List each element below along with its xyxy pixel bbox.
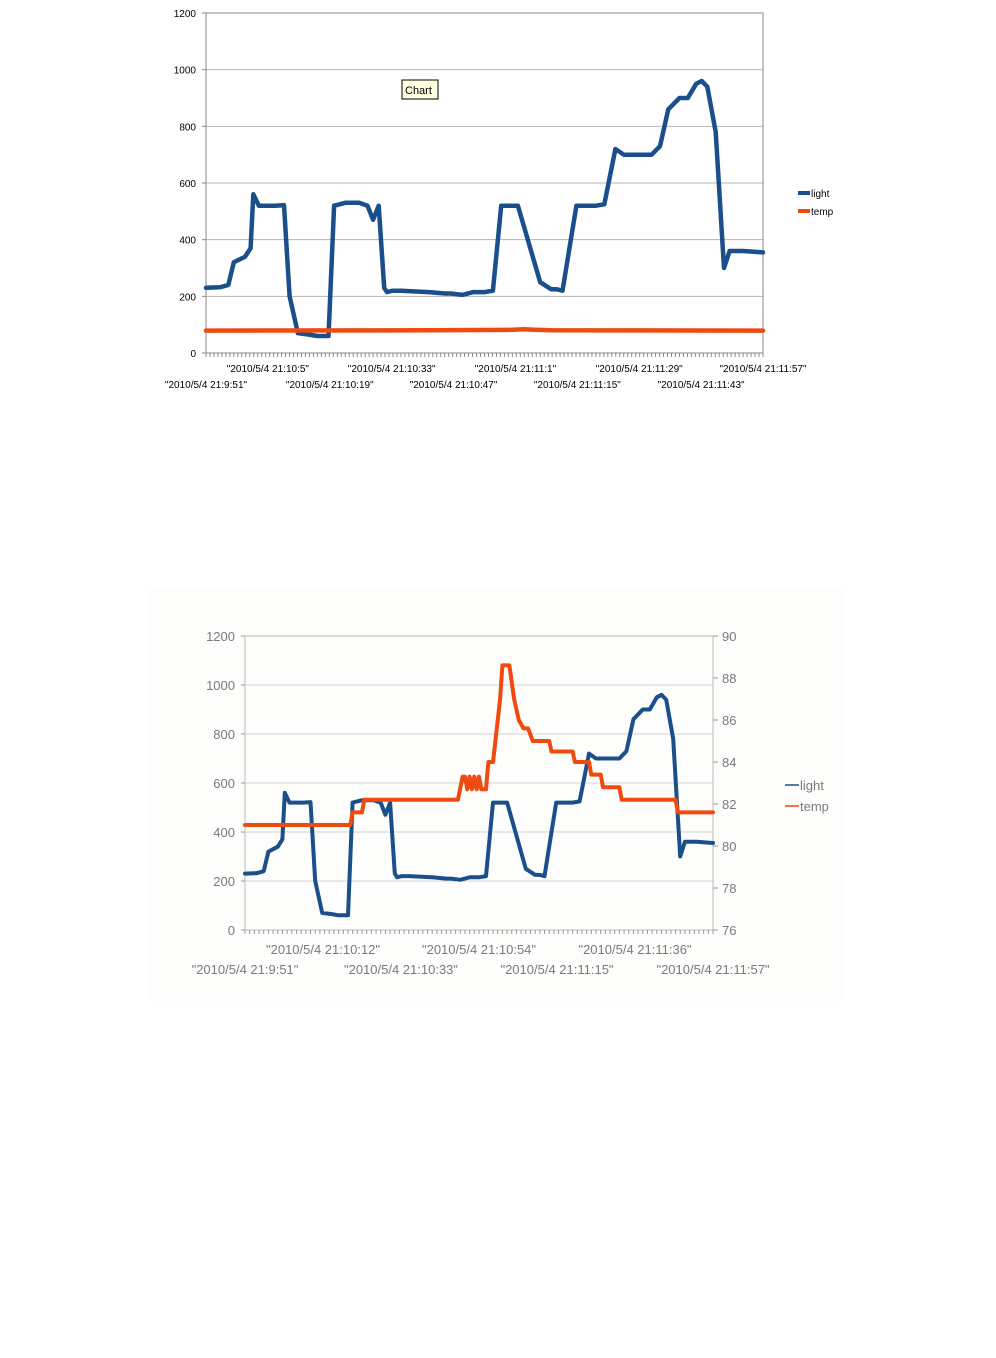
- light-temp-chart-single-axis: 0 200 400 600 800 1000 1200 "2010/5/4 21:9:51"…: [165, 9, 834, 391]
- chart2-y-left-tick-labels: 0 200 400 600 800 1000 1200: [206, 629, 235, 938]
- c1-y-tick-label: 200: [179, 292, 196, 303]
- c2-y-tick-label: 600: [213, 776, 235, 791]
- chart2-y-right-tick-labels: 76 78 80 82 84 86 88 90: [713, 629, 736, 938]
- chart1-legend-label-temp: temp: [811, 207, 834, 218]
- c1-x-tick-label: "2010/5/4 21:9:51": [165, 380, 248, 391]
- c1-x-tick-label: "2010/5/4 21:10:47": [410, 380, 498, 391]
- c2-series-light-line: [243, 692, 715, 918]
- c1-x-tick-label: "2010/5/4 21:11:15": [534, 380, 621, 391]
- c1-series-temp-line: [203, 326, 766, 333]
- chart1-legend-item-temp: temp: [798, 207, 834, 218]
- c1-y-tick-label: 400: [179, 236, 196, 247]
- c1-y-tick-label: 1200: [174, 9, 197, 20]
- c2-x-tick-label: "2010/5/4 21:11:57": [656, 962, 769, 977]
- chart1-y-tick-labels: 0 200 400 600 800 1000 1200: [174, 9, 197, 360]
- chart1-x-minor-ticks: [205, 353, 764, 357]
- c1-y-tick-label: 1000: [174, 66, 197, 77]
- c1-y-tick-label: 0: [190, 349, 196, 360]
- c1-series-light-line: [203, 78, 766, 339]
- c1-x-tick-label: "2010/5/4 21:11:1": [475, 364, 557, 375]
- chart-tooltip: Chart: [401, 79, 439, 100]
- c2-y2-tick-label: 84: [722, 755, 736, 770]
- c2-y-tick-label: 1000: [206, 678, 235, 693]
- c2-y-tick-label: 800: [213, 727, 235, 742]
- c1-y-tick-label: 600: [179, 179, 196, 190]
- c2-x-tick-label: "2010/5/4 21:9:51": [192, 962, 299, 977]
- c2-y2-tick-label: 88: [722, 671, 736, 686]
- c2-y2-tick-label: 86: [722, 713, 736, 728]
- chart1-legend-label-light: light: [811, 189, 830, 200]
- chart2-series-lines: [243, 663, 715, 918]
- c2-x-tick-label: "2010/5/4 21:11:36": [578, 942, 691, 957]
- c2-series-temp-line: [243, 663, 715, 827]
- chart2-legend-label-temp: temp: [800, 799, 829, 814]
- chart1-series-lines: [203, 78, 766, 339]
- c2-x-tick-label: "2010/5/4 21:10:33": [344, 962, 458, 977]
- c2-y-tick-label: 1200: [206, 629, 235, 644]
- c1-x-tick-label: "2010/5/4 21:10:5": [227, 364, 310, 375]
- c2-y-tick-label: 400: [213, 825, 235, 840]
- c2-y2-tick-label: 78: [722, 881, 736, 896]
- c2-y-tick-label: 0: [228, 923, 235, 938]
- chart1-legend: light temp: [798, 189, 834, 218]
- chart1-x-tick-labels: "2010/5/4 21:9:51" "2010/5/4 21:10:5" "201…: [165, 364, 807, 391]
- tooltip-text: Chart: [405, 85, 432, 97]
- chart2-background: [148, 588, 846, 1002]
- chart1-gridlines: [202, 12, 763, 354]
- c2-y2-tick-label: 90: [722, 629, 736, 644]
- c2-y-tick-label: 200: [213, 874, 235, 889]
- chart2-legend-item-temp: temp: [785, 799, 829, 814]
- c2-y2-tick-label: 76: [722, 923, 736, 938]
- c1-x-tick-label: "2010/5/4 21:10:19": [286, 380, 374, 391]
- c1-x-tick-label: "2010/5/4 21:11:57": [720, 364, 807, 375]
- c1-y-tick-label: 800: [179, 122, 196, 133]
- chart2-x-tick-labels: "2010/5/4 21:9:51" "2010/5/4 21:10:12" "20…: [192, 942, 770, 977]
- chart2-legend-label-light: light: [800, 778, 824, 793]
- light-temp-chart-dual-axis: 0 200 400 600 800 1000 1200 76 78 80 82 84 86 88 90 "…: [148, 588, 846, 1002]
- c2-y2-tick-label: 82: [722, 797, 736, 812]
- c2-x-tick-label: "2010/5/4 21:10:12": [266, 942, 380, 957]
- chart1-legend-item-light: light: [798, 189, 830, 200]
- chart2-legend: light temp: [785, 778, 829, 814]
- c1-x-tick-label: "2010/5/4 21:11:29": [596, 364, 683, 375]
- c2-x-tick-label: "2010/5/4 21:11:15": [500, 962, 613, 977]
- c2-y2-tick-label: 80: [722, 839, 736, 854]
- c1-x-tick-label: "2010/5/4 21:10:33": [348, 364, 436, 375]
- chart2-x-minor-ticks: [244, 930, 714, 934]
- c2-x-tick-label: "2010/5/4 21:10:54": [422, 942, 536, 957]
- c1-x-tick-label: "2010/5/4 21:11:43": [658, 380, 745, 391]
- chart2-legend-item-light: light: [785, 778, 824, 793]
